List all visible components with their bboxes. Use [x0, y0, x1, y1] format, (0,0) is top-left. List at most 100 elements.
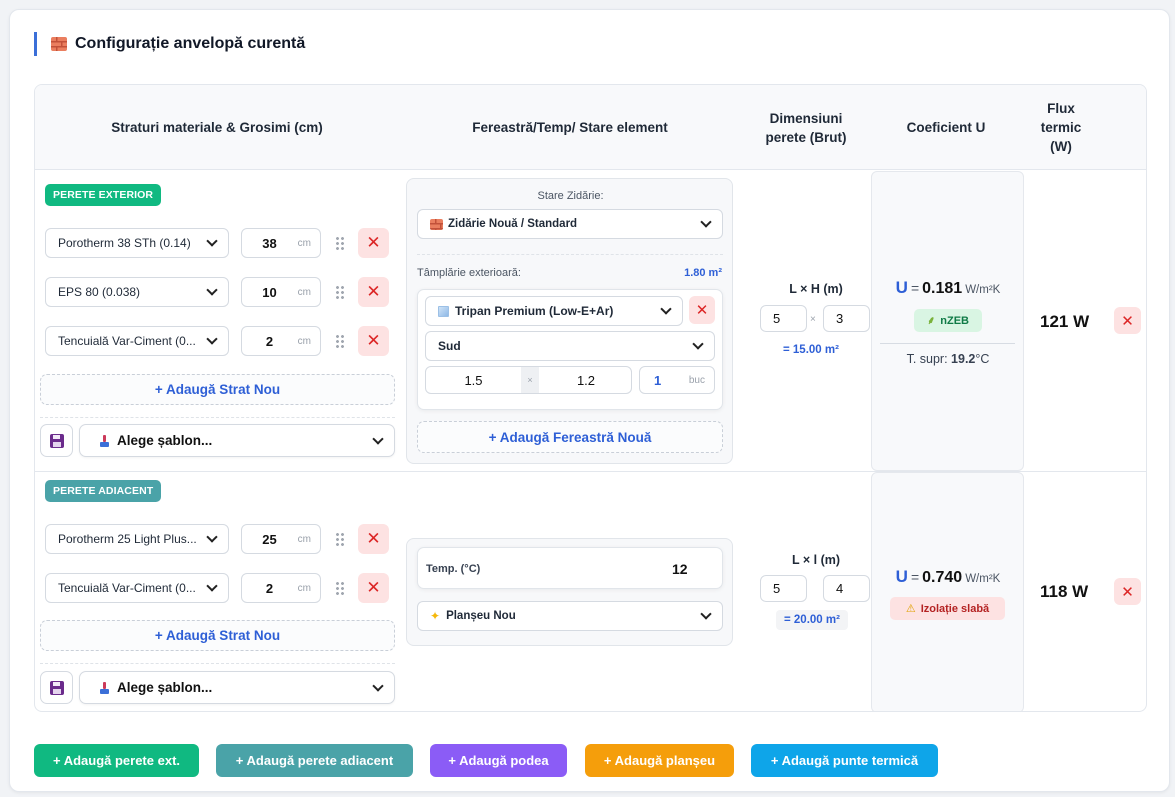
surface-temp-unit: °C [975, 352, 990, 366]
delete-layer-button[interactable]: ✕ [358, 277, 389, 307]
chevron-down-icon [372, 432, 384, 445]
chevron-down-icon [206, 531, 218, 543]
add-floor-button[interactable]: + Adaugă podea [430, 744, 567, 777]
section-title: Configurație anvelopă curentă [34, 32, 305, 56]
sparkle-icon: ✦ [430, 609, 441, 623]
drag-handle-icon[interactable] [335, 285, 345, 299]
thickness-unit: cm [297, 286, 311, 298]
u-value: 0.740 [922, 569, 963, 586]
window-height-value: 1.2 [576, 372, 596, 388]
add-thermal-bridge-button[interactable]: + Adaugă punte termică [751, 744, 938, 777]
times-separator: × [810, 314, 816, 325]
temperature-label: Temp. (°C) [426, 563, 481, 575]
window-count-input[interactable]: 1 buc [639, 366, 715, 394]
delete-element-button[interactable]: ✕ [1114, 578, 1141, 605]
save-template-button[interactable] [40, 424, 73, 457]
drag-handle-icon[interactable] [335, 581, 345, 595]
save-template-button[interactable] [40, 671, 73, 704]
area-result: = 15.00 m² [783, 344, 839, 356]
dimension-label: L × l (m) [791, 553, 841, 567]
leaf-icon: ⸙ [927, 315, 936, 327]
header-ucoef: Coeficient U [906, 120, 986, 135]
surface-temp: T. supr: 19.2°C [872, 352, 1024, 366]
weak-insulation-text: Izolație slabă [920, 602, 990, 615]
template-select[interactable]: Alege șablon... [79, 671, 395, 704]
thickness-input[interactable]: 10 cm [241, 277, 321, 307]
floor-state-select[interactable]: ✦ Planșeu Nou [417, 601, 723, 631]
masonry-label: Stare Zidărie: [537, 190, 604, 202]
height-input[interactable]: 3 [823, 305, 870, 332]
material-select[interactable]: Tencuială Var-Ciment (0... [45, 326, 229, 356]
thickness-input[interactable]: 2 cm [241, 573, 321, 603]
window-count-value: 1 [654, 372, 662, 388]
material-select[interactable]: Porotherm 25 Light Plus... [45, 524, 229, 554]
surface-temp-value: 19.2 [951, 352, 976, 366]
header-flux: Flux termic (W) [1040, 101, 1082, 154]
drag-handle-icon[interactable] [335, 334, 345, 348]
floppy-disk-icon [49, 680, 64, 695]
thickness-input[interactable]: 25 cm [241, 524, 321, 554]
chevron-down-icon [692, 338, 704, 350]
thickness-unit: cm [297, 335, 311, 347]
template-select-value: Alege șablon... [117, 433, 213, 448]
template-select[interactable]: Alege șablon... [79, 424, 395, 457]
divider [40, 663, 395, 664]
add-adjacent-wall-button[interactable]: + Adaugă perete adiacent [216, 744, 413, 777]
add-window-button[interactable]: + Adaugă Fereastră Nouă [417, 421, 723, 453]
width-input[interactable]: 4 [823, 575, 870, 602]
heat-flux-value: 118 W [1040, 582, 1089, 601]
chevron-down-icon [700, 216, 712, 228]
orientation-select[interactable]: Sud [425, 331, 715, 361]
weak-insulation-badge: ⚠ Izolație slabă [890, 597, 1005, 620]
add-ceiling-button[interactable]: + Adaugă planșeu [585, 744, 734, 777]
masonry-state-select[interactable]: Zidărie Nouă / Standard [417, 209, 723, 239]
length-input[interactable]: 5 [760, 575, 807, 602]
thickness-value: 2 [265, 580, 274, 596]
drag-handle-icon[interactable] [335, 532, 345, 546]
area-result: = 20.00 m² [776, 610, 848, 630]
window-icon [438, 305, 449, 317]
thickness-unit: cm [297, 582, 311, 594]
delete-layer-button[interactable]: ✕ [358, 573, 389, 603]
divider [40, 417, 395, 418]
thickness-input[interactable]: 38 cm [241, 228, 321, 258]
dimension-label: L × H (m) [789, 282, 843, 296]
nzeb-badge: ⸙ nZEB [914, 309, 982, 332]
chevron-down-icon [206, 333, 218, 345]
thickness-input[interactable]: 2 cm [241, 326, 321, 356]
header-dims: Dimensiuni perete (Brut) [765, 110, 847, 145]
brick-icon [430, 218, 443, 230]
window-size-input[interactable]: 1.5 × 1.2 [425, 366, 632, 394]
table-header: Straturi materiale & Grosimi (cm) Fereas… [35, 85, 1146, 170]
delete-element-button[interactable]: ✕ [1114, 307, 1141, 334]
material-select[interactable]: Porotherm 38 STh (0.14) [45, 228, 229, 258]
add-exterior-wall-button[interactable]: + Adaugă perete ext. [34, 744, 199, 777]
delete-layer-button[interactable]: ✕ [358, 524, 389, 554]
warning-icon: ⚠ [905, 603, 916, 615]
temperature-field[interactable]: Temp. (°C) 12 [417, 547, 723, 589]
equals-sign: = [910, 280, 920, 296]
length-input[interactable]: 5 [760, 305, 807, 332]
thickness-value: 2 [265, 333, 274, 349]
add-layer-button[interactable]: + Adaugă Strat Nou [40, 374, 395, 405]
u-symbol: U [895, 278, 908, 297]
equals-sign: = [910, 569, 920, 585]
window-type-value: Tripan Premium (Low-E+Ar) [455, 304, 614, 318]
material-select[interactable]: EPS 80 (0.038) [45, 277, 229, 307]
masonry-state-value: Zidărie Nouă / Standard [448, 218, 578, 230]
add-layer-button[interactable]: + Adaugă Strat Nou [40, 620, 395, 651]
delete-layer-button[interactable]: ✕ [358, 228, 389, 258]
thickness-unit: cm [297, 237, 311, 249]
joinery-label: Tâmplărie exterioară: [417, 267, 521, 279]
drag-handle-icon[interactable] [335, 236, 345, 250]
material-select-value: Porotherm 38 STh (0.14) [58, 236, 191, 250]
window-type-select[interactable]: Tripan Premium (Low-E+Ar) [425, 296, 683, 326]
stamp-icon [100, 681, 109, 694]
delete-window-button[interactable]: ✕ [689, 296, 715, 324]
nzeb-badge-text: nZEB [940, 314, 969, 327]
material-select[interactable]: Tencuială Var-Ciment (0... [45, 573, 229, 603]
divider [880, 343, 1015, 344]
window-panel: Stare Zidărie: Zidărie Nouă / Standard T… [406, 178, 733, 464]
badge-adjacent-wall: PERETE ADIACENT [45, 480, 162, 502]
delete-layer-button[interactable]: ✕ [358, 326, 389, 356]
